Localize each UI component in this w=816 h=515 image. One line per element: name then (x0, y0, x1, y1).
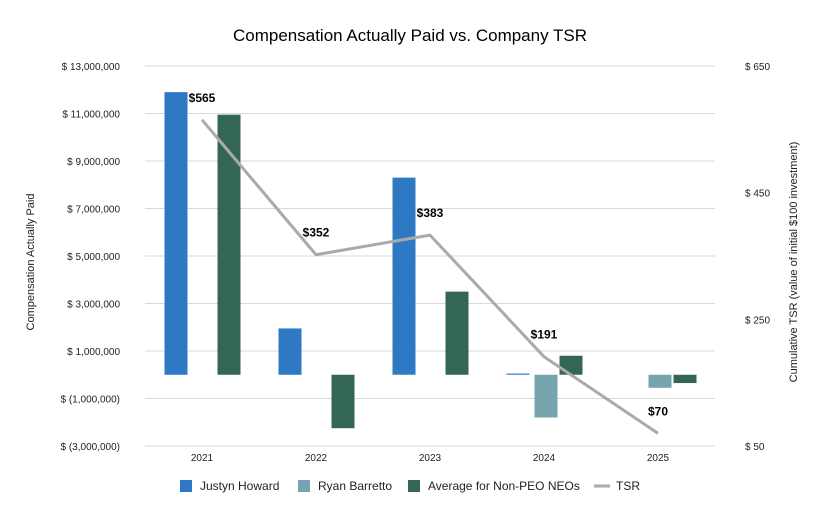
legend-swatch (180, 480, 192, 492)
left-tick-label: $ 13,000,000 (62, 62, 121, 73)
right-tick-label: $ 250 (745, 315, 770, 326)
bar-justyn-howard-2021 (164, 92, 188, 375)
bar-ryan-barretto-2024 (534, 374, 558, 418)
left-tick-label: $ 1,000,000 (67, 347, 120, 358)
left-tick-label: $ 7,000,000 (67, 205, 120, 216)
tsr-data-label: $191 (531, 328, 558, 342)
tsr-line (200, 118, 659, 435)
tsr-data-label: $565 (189, 91, 216, 105)
left-tick-label: $ 5,000,000 (67, 252, 120, 263)
bar-average-for-non-peo-neos-2024 (559, 355, 583, 375)
bar-average-for-non-peo-neos-2022 (331, 374, 355, 429)
right-tick-label: $ 650 (745, 62, 770, 73)
left-tick-label: $ 11,000,000 (62, 110, 120, 121)
legend-label: TSR (616, 479, 640, 493)
right-axis-label: Cumulative TSR (value of initial $100 in… (788, 142, 800, 383)
bar-average-for-non-peo-neos-2025 (673, 374, 697, 384)
x-tick-label: 2024 (533, 453, 556, 464)
tsr-data-label: $70 (648, 404, 668, 418)
bar-justyn-howard-2024 (506, 373, 530, 375)
x-tick-label: 2025 (647, 453, 670, 464)
tsr-line-layer: $565 $352 $383 $191 $70 (189, 91, 668, 435)
legend-swatch (298, 480, 310, 492)
left-axis-ticks: $ 13,000,000 $ 11,000,000 $ 9,000,000 $ 7,0… (61, 62, 121, 453)
bar-average-for-non-peo-neos-2021 (217, 114, 241, 375)
x-tick-label: 2021 (191, 453, 214, 464)
right-tick-label: $ 450 (745, 189, 770, 200)
legend-label: Justyn Howard (200, 479, 279, 493)
right-axis-ticks: $ 650 $ 450 $ 250 $ 50 (745, 62, 770, 453)
legend-swatch (408, 480, 420, 492)
bar-justyn-howard-2022 (278, 328, 302, 375)
legend-label: Average for Non-PEO NEOs (428, 479, 580, 493)
left-tick-label: $ (1,000,000) (61, 395, 121, 406)
chart-title: Compensation Actually Paid vs. Company T… (233, 26, 587, 45)
legend-label: Ryan Barretto (318, 479, 392, 493)
x-tick-label: 2022 (305, 453, 328, 464)
left-tick-label: $ 3,000,000 (67, 300, 120, 311)
legend: Justyn Howard Ryan Barretto Average for No… (180, 479, 640, 493)
x-axis-ticks: 2021 2022 2023 2024 2025 (191, 453, 670, 464)
left-tick-label: $ 9,000,000 (67, 157, 120, 168)
right-tick-label: $ 50 (745, 442, 765, 453)
left-axis-label: Compensation Actually Paid (25, 194, 37, 331)
bar-ryan-barretto-2025 (648, 374, 672, 388)
tsr-data-label: $383 (417, 206, 444, 220)
left-tick-label: $ (3,000,000) (61, 442, 121, 453)
x-tick-label: 2023 (419, 453, 442, 464)
bar-justyn-howard-2023 (392, 177, 416, 375)
tsr-data-label: $352 (303, 226, 330, 240)
bars (164, 92, 697, 429)
bar-average-for-non-peo-neos-2023 (445, 291, 469, 375)
